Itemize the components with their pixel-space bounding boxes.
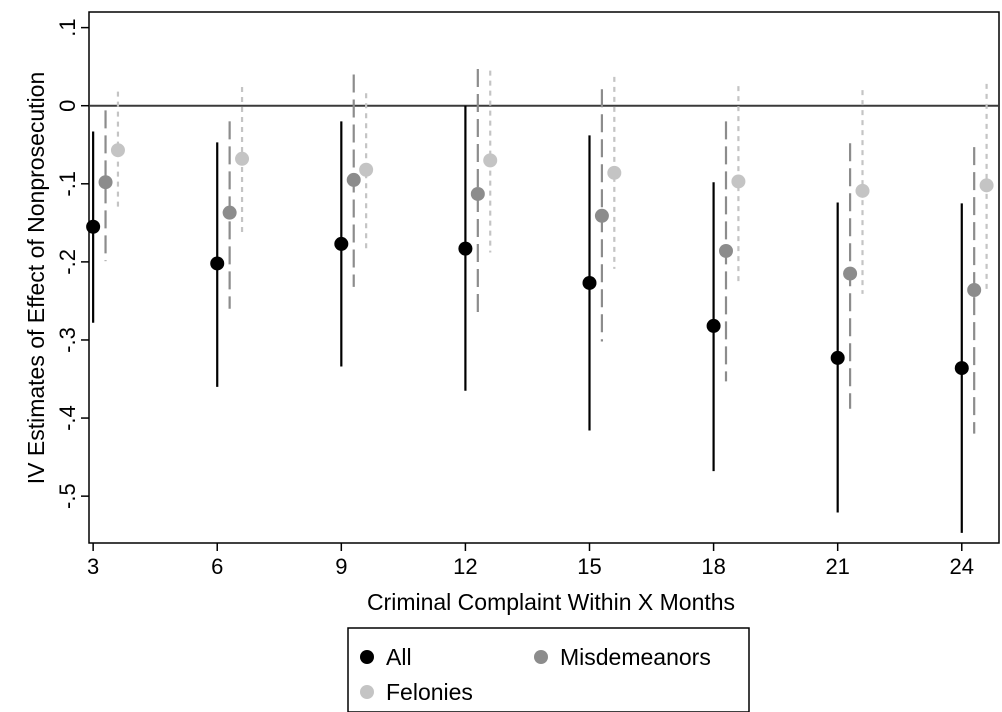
x-tick-label-24: 24: [950, 554, 974, 579]
y-tick-label--.3: -.3: [55, 327, 80, 353]
x-tick-label-15: 15: [577, 554, 601, 579]
legend-label-misdemeanors: Misdemeanors: [560, 644, 711, 670]
x-tick-label-21: 21: [825, 554, 849, 579]
series-misdemeanors: [98, 69, 982, 434]
point-felonies-24: [979, 178, 994, 193]
series-layer: [86, 69, 994, 533]
y-tick-label--.1: -.1: [55, 171, 80, 197]
x-axis-title: Criminal Complaint Within X Months: [367, 589, 735, 615]
series-all: [86, 105, 969, 533]
x-axis: 3 6 9 12 15 18 21 24: [87, 543, 974, 579]
point-misdemeanors-21: [843, 266, 858, 281]
point-all-9: [334, 236, 349, 251]
point-misdemeanors-9: [346, 172, 361, 187]
y-tick-label-.1: .1: [55, 18, 80, 36]
point-all-6: [210, 256, 225, 271]
y-tick-label--.4: -.4: [55, 405, 80, 431]
point-felonies-12: [483, 153, 498, 168]
point-felonies-9: [359, 162, 374, 177]
legend-label-all: All: [386, 644, 412, 670]
point-felonies-3: [110, 143, 125, 158]
y-axis: .1 0 -.1 -.2 -.3 -.4 -.5: [55, 18, 89, 509]
point-all-21: [830, 350, 845, 365]
point-all-12: [458, 241, 473, 256]
legend-marker-misdemeanors: [534, 650, 548, 664]
plot-frame: [88, 11, 1000, 544]
point-misdemeanors-3: [98, 175, 113, 190]
x-tick-label-3: 3: [87, 554, 99, 579]
point-felonies-18: [731, 174, 746, 189]
point-all-18: [706, 318, 721, 333]
legend-marker-felonies: [360, 685, 374, 699]
point-all-15: [582, 275, 597, 290]
x-tick-label-12: 12: [453, 554, 477, 579]
point-misdemeanors-12: [470, 186, 485, 201]
x-tick-label-9: 9: [335, 554, 347, 579]
point-misdemeanors-24: [967, 282, 982, 297]
legend-frame: [347, 627, 750, 712]
point-felonies-21: [855, 183, 870, 198]
x-tick-label-18: 18: [701, 554, 725, 579]
y-tick-label--.5: -.5: [55, 483, 80, 509]
point-misdemeanors-6: [222, 205, 237, 220]
point-misdemeanors-18: [719, 243, 733, 258]
point-felonies-6: [235, 151, 250, 166]
legend-label-felonies: Felonies: [386, 679, 473, 705]
x-tick-label-6: 6: [211, 554, 223, 579]
y-tick-label--.2: -.2: [55, 249, 80, 275]
point-felonies-15: [607, 165, 622, 180]
series-felonies: [110, 70, 994, 294]
point-misdemeanors-15: [594, 208, 609, 223]
y-axis-title: IV Estimates of Effect of Nonprosecution: [23, 72, 49, 485]
legend-marker-all: [360, 650, 374, 664]
legend: All Misdemeanors Felonies: [347, 627, 750, 712]
point-all-3: [86, 219, 101, 234]
y-tick-label-0: 0: [55, 100, 80, 112]
point-all-24: [954, 361, 969, 376]
